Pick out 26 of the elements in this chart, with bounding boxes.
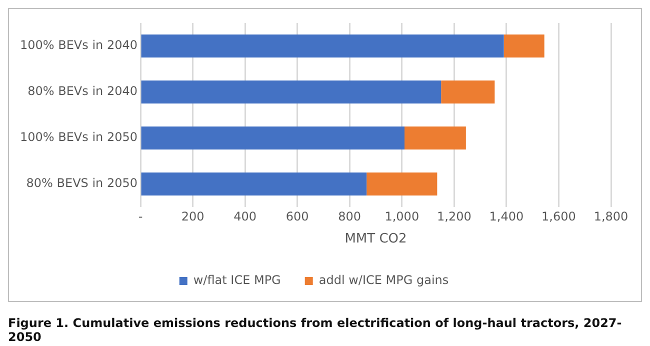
x-tick-label: 1,600 bbox=[542, 209, 576, 224]
x-tick-label: 600 bbox=[286, 209, 309, 224]
bar bbox=[441, 80, 495, 104]
legend-label: addl w/ICE MPG gains bbox=[318, 273, 449, 288]
y-tick-label: 100% BEVs in 2050 bbox=[20, 130, 138, 144]
y-tick-label: 80% BEVS in 2050 bbox=[26, 176, 138, 190]
x-tick-label: 1,800 bbox=[594, 209, 628, 224]
x-tick-label: 200 bbox=[181, 209, 204, 224]
bar bbox=[141, 172, 367, 196]
legend-label: w/flat ICE MPG bbox=[193, 273, 281, 288]
x-tick-label: 400 bbox=[234, 209, 257, 224]
bar bbox=[504, 34, 544, 58]
bar bbox=[141, 80, 442, 104]
bar bbox=[141, 126, 405, 150]
x-tick-label: 800 bbox=[338, 209, 362, 224]
x-axis-title: MMT CO2 bbox=[344, 232, 407, 247]
bar bbox=[366, 172, 438, 196]
x-tick-label: 1,000 bbox=[384, 209, 420, 224]
x-tick-label: 1,200 bbox=[436, 209, 472, 224]
x-tick-label: 1,400 bbox=[489, 209, 524, 224]
caption: Figure 1. Cumulative emissions reductions from electrification of long-haul tractors, 2027-2050 bbox=[8, 316, 623, 344]
y-tick-label: 100% BEVs in 2040 bbox=[20, 38, 138, 52]
x-tick-label: - bbox=[138, 209, 143, 224]
bar bbox=[141, 34, 504, 58]
bar bbox=[404, 126, 466, 150]
y-tick-label: 80% BEVs in 2040 bbox=[28, 84, 138, 98]
